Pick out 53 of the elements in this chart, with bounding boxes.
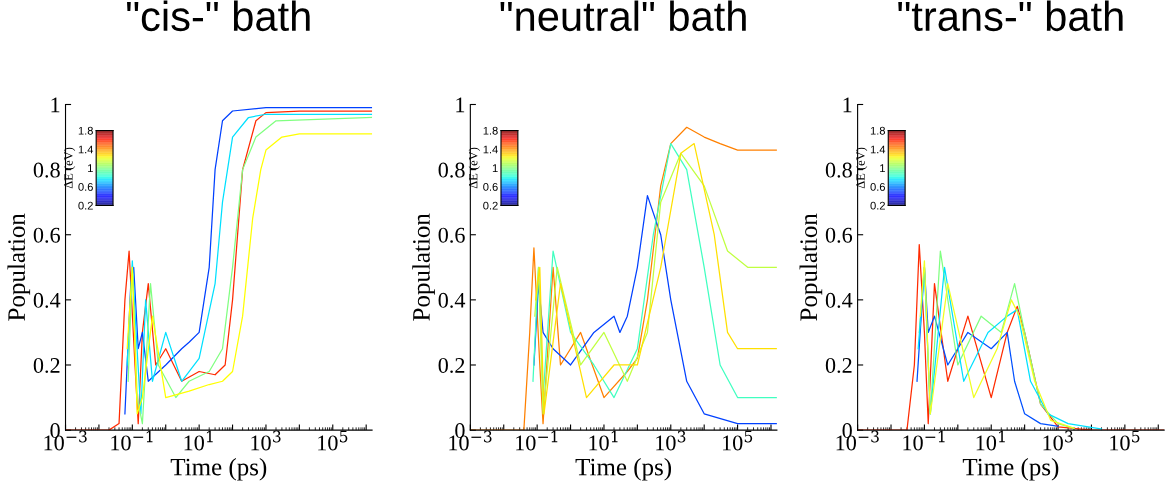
y-tick-label: 1 xyxy=(51,97,60,113)
y-tick-label: 0.8 xyxy=(438,162,465,178)
chart-title: "neutral" bath xyxy=(500,0,746,32)
color-bar-label: 1.8 xyxy=(78,126,93,135)
y-tick-label: 0.8 xyxy=(825,162,852,178)
y-tick-label: 0.6 xyxy=(825,227,853,243)
y-tick-label: 0.2 xyxy=(438,357,465,374)
x-tick-label: 10$^{3}$ xyxy=(1043,430,1073,451)
x-tick-label: 10$^{3}$ xyxy=(251,430,281,451)
y-tick-label: 0.2 xyxy=(825,357,852,374)
chart-title: "trans-" bath xyxy=(898,0,1123,32)
color-bar-label: 0.6 xyxy=(78,182,93,191)
color-bar-title: ΔE (eV) xyxy=(855,147,868,189)
color-bar-label: 1 xyxy=(88,164,93,173)
y-tick-label: 1 xyxy=(843,97,852,113)
x-axis-title: Time (ps) xyxy=(170,457,267,481)
chart-title: "cis-" bath xyxy=(127,0,310,32)
x-tick-label: 10$^{5}$ xyxy=(318,430,348,451)
color-bar-label: 1 xyxy=(880,164,885,173)
x-tick-label: 10$^{−1}$ xyxy=(516,430,558,451)
x-tick-label: 10$^{−1}$ xyxy=(111,430,153,451)
y-tick-label: 0.8 xyxy=(33,162,60,178)
color-bar-title: ΔE (eV) xyxy=(468,147,480,189)
color-bar-label: 0.6 xyxy=(870,182,885,191)
color-bar-label: 1 xyxy=(492,164,498,173)
y-tick-label: 0.2 xyxy=(33,357,60,374)
y-tick-label: 0.6 xyxy=(438,227,465,243)
y-axis-title: Population xyxy=(7,213,31,321)
color-bar-label: 1.4 xyxy=(483,145,498,154)
color-bar-label: 1.4 xyxy=(78,145,94,154)
y-axis-title: Population xyxy=(412,213,435,321)
x-tick-label: 10$^{1}$ xyxy=(976,430,1005,451)
y-tick-label: 0.4 xyxy=(825,292,853,308)
color-bar-label: 0.2 xyxy=(78,201,93,210)
x-tick-label: 10$^{5}$ xyxy=(722,430,753,451)
x-tick-label: 10$^{1}$ xyxy=(184,430,213,451)
y-tick-label: 0.4 xyxy=(33,292,61,308)
color-bar-label: 1.8 xyxy=(870,126,885,135)
x-axis-title: Time (ps) xyxy=(962,457,1059,481)
y-tick-label: 0.4 xyxy=(438,292,466,308)
x-tick-label: 10$^{3}$ xyxy=(656,430,686,451)
y-axis-title: Population xyxy=(799,213,823,321)
x-tick-label: 10$^{−1}$ xyxy=(903,430,945,451)
x-axis-title: Time (ps) xyxy=(575,457,672,481)
color-bar-label: 0.2 xyxy=(483,201,498,210)
x-tick-label: 10$^{1}$ xyxy=(589,430,618,451)
color-bar-label: 0.6 xyxy=(483,182,498,191)
y-tick-label: 1 xyxy=(456,97,465,113)
color-bar-label: 1.4 xyxy=(870,145,886,154)
x-tick-label: 10$^{5}$ xyxy=(1110,430,1140,451)
y-tick-label: 0.6 xyxy=(33,227,60,243)
color-bar-label: 1.8 xyxy=(483,126,498,135)
color-bar-label: 0.2 xyxy=(870,201,885,210)
